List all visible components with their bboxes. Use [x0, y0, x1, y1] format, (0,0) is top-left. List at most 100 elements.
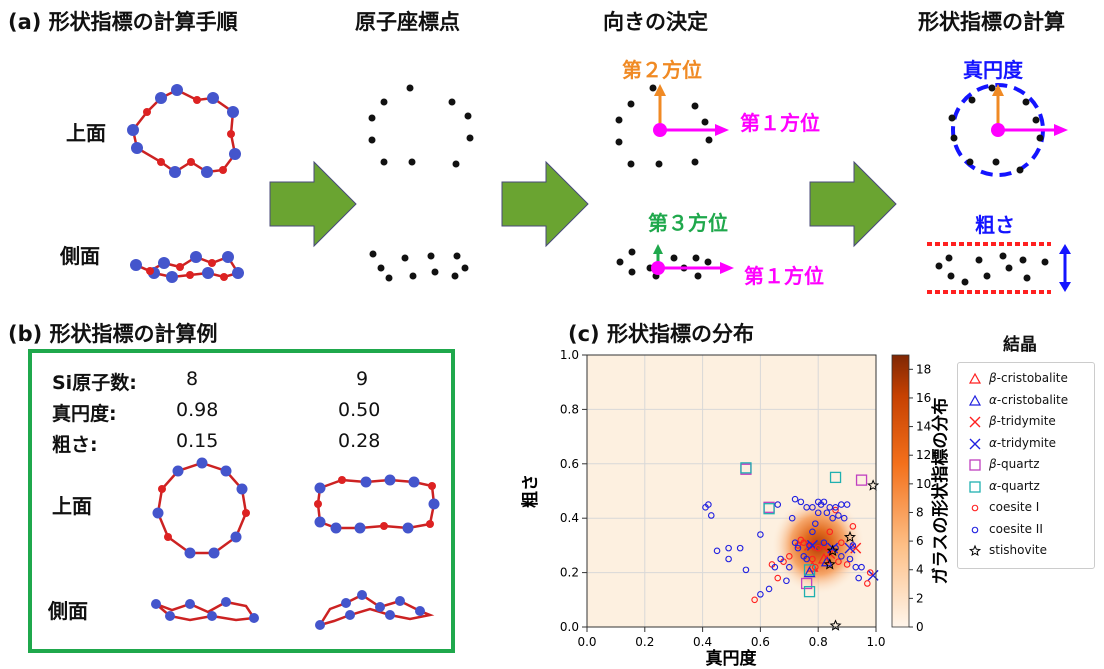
legend-label: β-cristobalite — [989, 371, 1068, 385]
stishovite-point — [823, 558, 836, 570]
legend-item: β-cristobalite — [958, 369, 1094, 390]
coesite-ii-point — [788, 514, 796, 522]
atom-points-top-view — [368, 84, 474, 168]
legend-item: β-tridymite — [958, 412, 1094, 433]
colorbar-tick-label: 16 — [916, 391, 931, 405]
coesite-ii-point — [785, 563, 793, 571]
colorbar-tick-label: 10 — [916, 477, 931, 491]
-quartz-point — [829, 471, 842, 484]
square-marker-icon — [969, 480, 981, 493]
legend-item: stishovite — [958, 541, 1094, 562]
stishovite-point — [829, 619, 842, 631]
coesite-ii-point — [783, 577, 790, 585]
y-axis-label: 粗さ — [520, 474, 541, 508]
colorbar-tick-label: 8 — [916, 505, 924, 519]
coesite-ii-point — [832, 504, 839, 511]
coesite-ii-point — [838, 552, 845, 560]
example1-si-count: 8 — [186, 368, 199, 390]
circularity-label: 真円度 — [963, 58, 1023, 82]
legend-label: β-quartz — [989, 457, 1040, 471]
ring-molecule-side-view — [130, 251, 244, 283]
coesite-i-point — [820, 542, 828, 549]
triangle-marker-icon — [968, 372, 982, 384]
column-title-atoms: 原子座標点 — [355, 10, 460, 34]
coesite-ii-point — [820, 539, 828, 546]
shape-index-scatter-chart: 0.0 0.2 0.4 0.6 0.8 1.0 0.0 0.2 0.4 0.6 0.8 1.0 真円度… — [520, 348, 951, 669]
example2-ring-side-view — [315, 590, 435, 630]
circle-marker — [971, 504, 979, 512]
process-arrow-1 — [269, 160, 357, 248]
x-tick-label: 0.8 — [809, 635, 828, 649]
stishovite-point — [826, 544, 839, 556]
coesite-i-point — [826, 528, 834, 536]
process-arrow-3 — [809, 160, 897, 248]
coesite-ii-point — [791, 539, 799, 546]
x-tick-label: 0.2 — [635, 635, 654, 649]
coesite-ii-point — [858, 563, 865, 571]
third-direction-label: 第３方位 — [648, 211, 728, 235]
colorbar-label: ガラスの形状指標の分布 — [930, 398, 951, 585]
legend-label: α-quartz — [989, 478, 1040, 493]
circle-marker-icon — [971, 526, 979, 533]
y-tick-label: 0.2 — [560, 566, 579, 580]
example-box — [28, 349, 455, 653]
example2-roughness: 0.28 — [338, 430, 381, 452]
triangle-marker — [968, 372, 982, 384]
legend-item: β-quartz — [958, 455, 1094, 476]
atom-points-side-view — [369, 250, 469, 282]
roughness-label: 粗さ — [975, 213, 1015, 237]
coesite-ii-point — [725, 544, 732, 552]
panel-b-title: (b) 形状指標の計算例 — [8, 322, 218, 346]
process-arrow-2 — [501, 160, 589, 248]
orientation-top-view — [615, 84, 729, 168]
orientation-side-view — [616, 244, 734, 280]
coesite-ii-point — [771, 563, 779, 571]
example2-circularity: 0.50 — [338, 399, 381, 421]
colorbar — [891, 354, 910, 628]
x-tick-label: 1.0 — [866, 635, 885, 649]
coesite-ii-point — [742, 566, 750, 574]
square-marker-icon — [969, 459, 981, 471]
-tridymite-point — [844, 542, 856, 554]
x-axis-label: 真円度 — [706, 648, 758, 669]
x-marker — [969, 416, 981, 428]
colorbar-tick-label: 0 — [916, 620, 924, 634]
coesite-ii-point — [725, 555, 732, 563]
coesite-i-point — [864, 580, 871, 587]
legend-label: α-tridymite — [989, 435, 1057, 450]
example2-ring-top-view — [314, 474, 440, 534]
coesite-ii-point — [840, 514, 848, 522]
panel-c-title: (c) 形状指標の分布 — [568, 322, 754, 346]
-quartz-point — [740, 462, 752, 474]
colorbar-tick-label: 2 — [916, 591, 924, 605]
coesite-i-point — [838, 539, 845, 546]
coesite-ii-point — [794, 544, 802, 552]
first-direction-label-side: 第１方位 — [744, 264, 824, 288]
legend-item: coesite II — [958, 520, 1094, 541]
colorbar-tick-label: 18 — [916, 362, 931, 376]
legend-label: β-tridymite — [989, 414, 1056, 428]
x-marker-icon — [969, 438, 981, 449]
ring-molecule-top-view — [127, 84, 241, 178]
coesite-ii-point — [814, 498, 822, 506]
legend-item: α-cristobalite — [958, 391, 1094, 412]
square-marker — [969, 480, 981, 493]
coesite-ii-point — [809, 504, 816, 511]
coesite-ii-point — [823, 509, 831, 517]
coesite-i-point — [835, 558, 842, 566]
square-marker — [969, 459, 981, 471]
crystal-legend: β-cristobalite α-cristobalite β-tridymite α… — [957, 362, 1095, 569]
column-title-calculation: 形状指標の計算 — [918, 10, 1065, 34]
y-tick-label: 0.0 — [560, 620, 579, 634]
stishovite-point — [867, 479, 880, 491]
coesite-ii-point — [829, 514, 836, 522]
coesite-ii-point — [707, 512, 715, 519]
legend-label: α-cristobalite — [989, 392, 1069, 407]
-cristobalite-point — [803, 566, 816, 578]
coesite-i-point — [849, 523, 857, 530]
coesite-i-point — [832, 506, 839, 514]
coesite-i-point — [866, 569, 874, 576]
-quartz-point — [855, 474, 868, 486]
coesite-ii-point — [791, 495, 799, 503]
first-direction-label-top: 第１方位 — [740, 111, 820, 135]
